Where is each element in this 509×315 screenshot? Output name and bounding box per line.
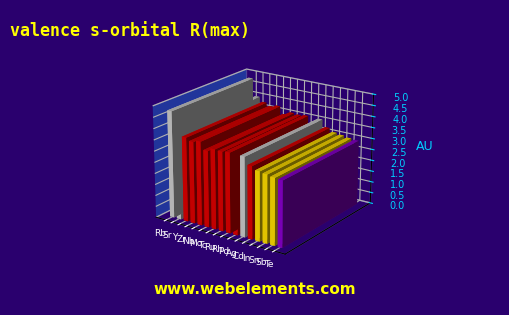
Text: valence s-orbital R(max): valence s-orbital R(max) [10,22,250,40]
Text: www.webelements.com: www.webelements.com [153,282,356,297]
